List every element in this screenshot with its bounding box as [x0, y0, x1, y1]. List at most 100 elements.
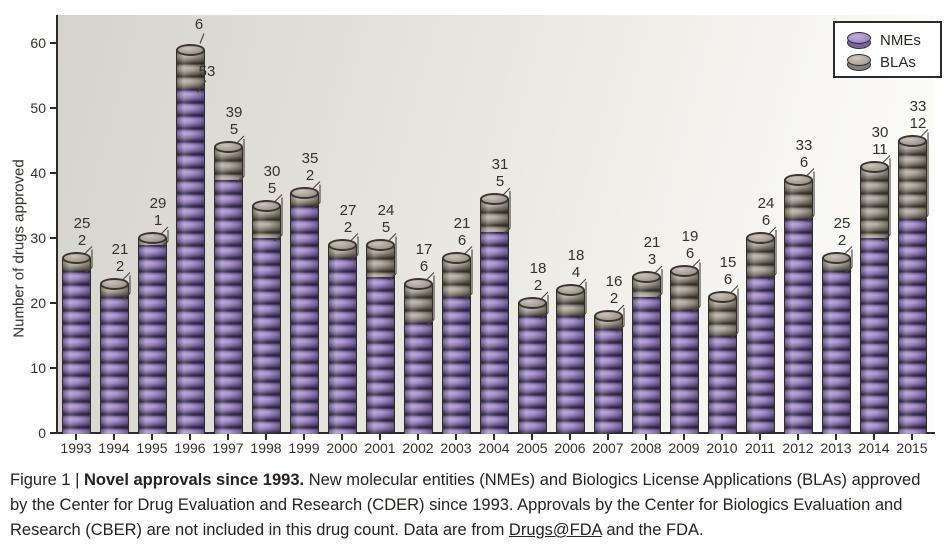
- y-tick-mark: [50, 237, 56, 239]
- bar-2013-top-cap: [821, 251, 851, 264]
- x-tick-mark: [493, 434, 495, 440]
- x-tick-label-2014: 2014: [858, 440, 890, 456]
- bar-1995-nmes-segment: [137, 244, 167, 434]
- bar-1997-top-cap: [213, 141, 243, 153]
- bar-2010-blas-segment: [707, 296, 737, 336]
- bar-2014-nmes-value: 30: [871, 123, 889, 141]
- legend-item-blas: BLAs: [847, 51, 940, 73]
- legend-label-blas: BLAs: [880, 53, 916, 71]
- bar-2004-nmes-value: 31: [491, 156, 509, 173]
- y-tick-label: 10: [30, 360, 46, 376]
- bar-2001-top-cap: [365, 238, 395, 251]
- bar-1996-nmes-segment: [175, 88, 205, 434]
- bar-2011-top-cap: [745, 232, 775, 244]
- bar-2004-blas-value: 5: [495, 173, 505, 190]
- x-tick-mark: [303, 434, 305, 440]
- bar-2010-blas-value: 6: [723, 270, 733, 288]
- x-tick-label-1999: 1999: [288, 440, 320, 456]
- bar-1995-nmes-value: 29: [149, 195, 167, 212]
- x-tick-mark: [797, 434, 799, 440]
- x-tick-label-1998: 1998: [250, 440, 282, 456]
- bar-1993-blas-value: 2: [77, 231, 87, 249]
- x-tick-label-2011: 2011: [744, 440, 776, 456]
- bar-2000-top-cap: [327, 238, 357, 251]
- bar-2015-top-cap: [897, 134, 927, 147]
- bar-2011-blas-value: 6: [761, 212, 771, 229]
- bar-1996-nmes-value: 53: [198, 62, 216, 80]
- x-tick-mark: [75, 434, 77, 440]
- y-tick-label: 40: [30, 165, 46, 181]
- legend-label-nmes: NMEs: [880, 31, 921, 49]
- x-tick-mark: [113, 434, 115, 440]
- bar-2015-nmes-value: 33: [909, 97, 927, 115]
- x-tick-label-2008: 2008: [630, 440, 662, 456]
- bar-2005-blas-value: 2: [533, 277, 543, 294]
- y-tick-mark: [50, 432, 56, 434]
- y-tick-label: 50: [30, 100, 46, 116]
- bar-1993-nmes-segment: [61, 270, 91, 434]
- blas-coin-icon: [847, 53, 873, 71]
- x-tick-mark: [873, 434, 875, 440]
- bar-1996-top-cap: [175, 43, 205, 56]
- x-tick-mark: [455, 434, 457, 440]
- bar-2006-blas-value: 4: [571, 264, 581, 281]
- bar-2006-top-cap: [555, 284, 585, 296]
- bar-2014-blas-segment: [859, 166, 889, 238]
- x-tick-label-1996: 1996: [174, 440, 206, 456]
- x-tick-label-2000: 2000: [326, 440, 358, 456]
- bar-2002-blas-segment: [403, 283, 433, 323]
- bar-2011-nmes-segment: [745, 277, 775, 434]
- bar-2006-nmes-value: 18: [567, 247, 585, 264]
- bar-2002-blas-value: 6: [419, 257, 429, 275]
- x-tick-label-2007: 2007: [592, 440, 624, 456]
- x-tick-label-1994: 1994: [98, 440, 130, 456]
- caption-text-segment-2: New molecular entities (NMEs) and Biolog…: [10, 471, 921, 539]
- bar-2008-nmes-value: 21: [643, 234, 661, 251]
- bar-2007-blas-value: 2: [609, 290, 619, 307]
- bar-2013-nmes-segment: [821, 270, 851, 434]
- bar-2012-blas-value: 6: [799, 153, 809, 171]
- caption-link-drugs-at-fda[interactable]: Drugs@FDA: [508, 521, 602, 539]
- bar-2012-nmes-segment: [783, 218, 813, 434]
- x-tick-label-1997: 1997: [212, 440, 244, 456]
- x-tick-mark: [531, 434, 533, 440]
- bar-2003-nmes-value: 21: [453, 214, 471, 232]
- bar-1999-blas-value: 2: [305, 166, 315, 184]
- y-axis-line: [56, 15, 58, 434]
- bar-2007-nmes-segment: [593, 329, 623, 434]
- y-tick-mark: [50, 107, 56, 109]
- bar-2006-nmes-segment: [555, 316, 585, 434]
- bar-1998-nmes-segment: [251, 238, 281, 434]
- x-tick-mark: [379, 434, 381, 440]
- legend-box: NMEs BLAs: [833, 21, 942, 78]
- x-tick-label-2002: 2002: [402, 440, 434, 456]
- x-tick-label-2001: 2001: [364, 440, 396, 456]
- bar-2007-top-cap: [593, 310, 623, 322]
- bar-2009-nmes-value: 19: [681, 227, 699, 245]
- bar-2009-blas-value: 6: [685, 244, 695, 262]
- x-tick-mark: [189, 434, 191, 440]
- bar-2001-nmes-value: 24: [377, 201, 395, 219]
- bar-2003-nmes-segment: [441, 296, 471, 434]
- x-tick-label-2010: 2010: [706, 440, 738, 456]
- bar-2004-top-cap: [479, 193, 509, 205]
- y-tick-label: 20: [30, 295, 46, 311]
- x-tick-mark: [227, 434, 229, 440]
- bar-2013-blas-value: 2: [837, 231, 847, 249]
- bar-2000-nmes-segment: [327, 257, 357, 434]
- bar-2012-nmes-value: 33: [795, 136, 813, 154]
- caption-text-segment-1: Novel approvals since 1993.: [83, 471, 309, 489]
- y-tick-mark: [50, 367, 56, 369]
- bar-2009-blas-segment: [669, 270, 699, 310]
- x-tick-mark: [417, 434, 419, 440]
- bar-2003-blas-segment: [441, 257, 471, 297]
- bar-1996-blas-value: 6: [194, 15, 204, 33]
- bar-2003-blas-value: 6: [457, 231, 467, 249]
- approvals-bar-chart: Number of drugs approved 0 10 20 30 40 50 60 1…: [11, 15, 942, 456]
- bar-2002-nmes-segment: [403, 322, 433, 434]
- bar-2002-top-cap: [403, 277, 433, 290]
- bar-2005-nmes-segment: [517, 316, 547, 434]
- bar-2009-nmes-segment: [669, 309, 699, 434]
- bar-1995-top-cap: [137, 232, 167, 244]
- bar-2014-blas-value: 11: [872, 140, 888, 158]
